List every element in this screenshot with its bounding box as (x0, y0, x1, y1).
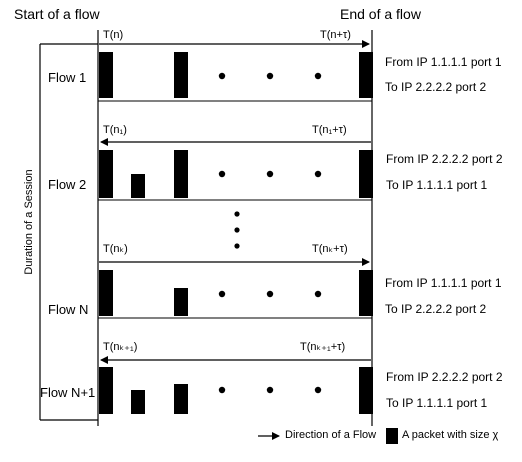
flow-2-packet (131, 174, 145, 198)
flow-2-packet (99, 150, 113, 198)
flow-n-destination: To IP 2.2.2.2 port 2 (385, 302, 487, 316)
flow-2-label: Flow 2 (48, 177, 87, 192)
flow-2-end-time: T(n₁+τ) (312, 124, 347, 136)
start-of-flow-label: Start of a flow (14, 6, 100, 22)
flow-n-plus-1-destination: To IP 1.1.1.1 port 1 (386, 396, 488, 410)
legend-packet-icon (386, 428, 398, 444)
flow-1-destination: To IP 2.2.2.2 port 2 (385, 80, 487, 94)
flow-1-packet (99, 52, 113, 98)
flow-n-plus-1-ellipsis-dot (314, 386, 322, 394)
flow-n-plus-1-ellipsis-dot (266, 386, 274, 394)
flows-ellipsis-dot (234, 211, 240, 217)
flow-1-packet (359, 52, 373, 98)
flow-1-start-time: T(n) (103, 29, 124, 41)
flow-1-packet (174, 52, 188, 98)
flow-n-plus-1-end-time: T(nₖ₊₁+τ) (300, 341, 346, 353)
end-of-flow-label: End of a flow (340, 6, 421, 22)
flow-2-packet (174, 150, 188, 198)
flow-n-label: Flow N (48, 302, 89, 317)
flow-1-ellipsis-dot (314, 72, 322, 80)
flow-n-plus-1-start-time: T(nₖ₊₁) (103, 341, 138, 353)
legend-direction-label: Direction of a Flow (285, 429, 377, 441)
flows-ellipsis-dot (234, 243, 240, 249)
flow-n-plus-1-packet (359, 367, 373, 414)
flow-n-packet (99, 270, 113, 316)
flow-1-ellipsis-dot (218, 72, 226, 80)
flow-n-source: From IP 1.1.1.1 port 1 (385, 276, 502, 290)
flow-n-plus-1-source: From IP 2.2.2.2 port 2 (386, 370, 503, 384)
flow-n-ellipsis-dot (218, 290, 226, 298)
flow-n-packet (174, 288, 188, 316)
flow-n-ellipsis-dot (314, 290, 322, 298)
flow-2-packet (359, 150, 373, 198)
flow-n-plus-1-label: Flow N+1 (40, 385, 96, 400)
flow-n-plus-1-ellipsis-dot (218, 386, 226, 394)
flows-ellipsis-dot (234, 227, 240, 233)
flow-n-end-time: T(nₖ+τ) (312, 243, 348, 255)
flow-n-packet (359, 270, 373, 316)
flow-n-plus-1-packet (131, 390, 145, 414)
flow-2-destination: To IP 1.1.1.1 port 1 (386, 178, 488, 192)
flow-2-start-time: T(n₁) (103, 124, 127, 136)
flow-2-ellipsis-dot (218, 170, 226, 178)
flow-n-start-time: T(nₖ) (103, 243, 128, 255)
flow-n-plus-1-packet (99, 367, 113, 414)
flow-1-end-time: T(n+τ) (320, 29, 351, 41)
flow-1-source: From IP 1.1.1.1 port 1 (385, 55, 502, 69)
flow-2-ellipsis-dot (314, 170, 322, 178)
flow-2-source: From IP 2.2.2.2 port 2 (386, 152, 503, 166)
flow-n-ellipsis-dot (266, 290, 274, 298)
flow-1-ellipsis-dot (266, 72, 274, 80)
legend-packet-label: A packet with size χ (402, 429, 499, 441)
session-duration-label: Duration of a Session (23, 169, 35, 275)
flow-1-label: Flow 1 (48, 70, 87, 85)
flow-2-ellipsis-dot (266, 170, 274, 178)
flow-n-plus-1-packet (174, 384, 188, 414)
